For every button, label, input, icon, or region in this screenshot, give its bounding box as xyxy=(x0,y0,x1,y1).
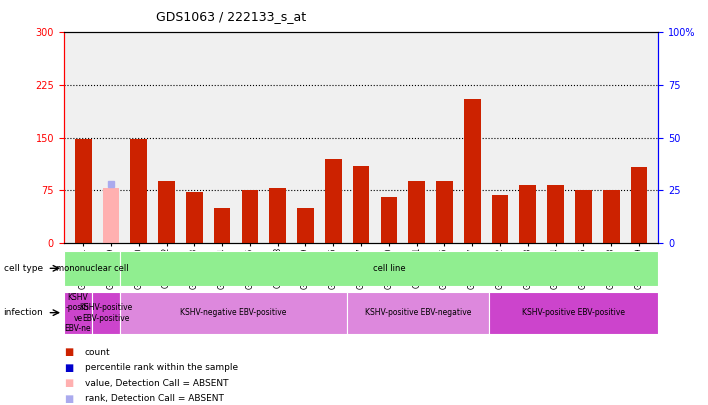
Bar xyxy=(547,185,564,243)
Bar xyxy=(269,188,286,243)
Text: count: count xyxy=(85,348,110,357)
Text: ■: ■ xyxy=(64,378,73,388)
Bar xyxy=(409,181,425,243)
Bar xyxy=(380,197,397,243)
Bar xyxy=(130,139,147,243)
Bar xyxy=(214,208,231,243)
Bar xyxy=(120,292,347,334)
Text: mononuclear cell: mononuclear cell xyxy=(56,264,128,273)
Bar xyxy=(64,251,120,286)
Text: percentile rank within the sample: percentile rank within the sample xyxy=(85,363,238,372)
Bar xyxy=(436,181,453,243)
Bar xyxy=(186,192,202,243)
Text: ■: ■ xyxy=(64,394,73,403)
Bar xyxy=(92,292,120,334)
Text: rank, Detection Call = ABSENT: rank, Detection Call = ABSENT xyxy=(85,394,224,403)
Bar xyxy=(353,166,370,243)
Text: ■: ■ xyxy=(64,347,73,357)
Bar xyxy=(103,188,120,243)
Bar xyxy=(631,167,647,243)
Bar xyxy=(491,195,508,243)
Text: GDS1063 / 222133_s_at: GDS1063 / 222133_s_at xyxy=(156,10,306,23)
Text: KSHV
-positi
ve
EBV-ne: KSHV -positi ve EBV-ne xyxy=(64,293,91,333)
Bar xyxy=(520,185,536,243)
Bar xyxy=(464,99,481,243)
Text: cell line: cell line xyxy=(373,264,406,273)
Text: value, Detection Call = ABSENT: value, Detection Call = ABSENT xyxy=(85,379,229,388)
Bar xyxy=(575,190,592,243)
Text: ■: ■ xyxy=(64,363,73,373)
Text: infection: infection xyxy=(4,308,43,317)
Bar xyxy=(241,190,258,243)
Bar xyxy=(158,181,175,243)
Text: cell type: cell type xyxy=(4,264,42,273)
Bar xyxy=(297,208,314,243)
Bar xyxy=(64,292,92,334)
Text: KSHV-positive
EBV-positive: KSHV-positive EBV-positive xyxy=(79,303,133,322)
Text: KSHV-positive EBV-positive: KSHV-positive EBV-positive xyxy=(522,308,625,318)
Bar xyxy=(347,292,489,334)
Bar xyxy=(489,292,658,334)
Bar xyxy=(603,190,620,243)
Text: KSHV-positive EBV-negative: KSHV-positive EBV-negative xyxy=(365,308,471,318)
Bar xyxy=(75,139,91,243)
Text: KSHV-negative EBV-positive: KSHV-negative EBV-positive xyxy=(181,308,287,318)
Bar xyxy=(325,159,342,243)
